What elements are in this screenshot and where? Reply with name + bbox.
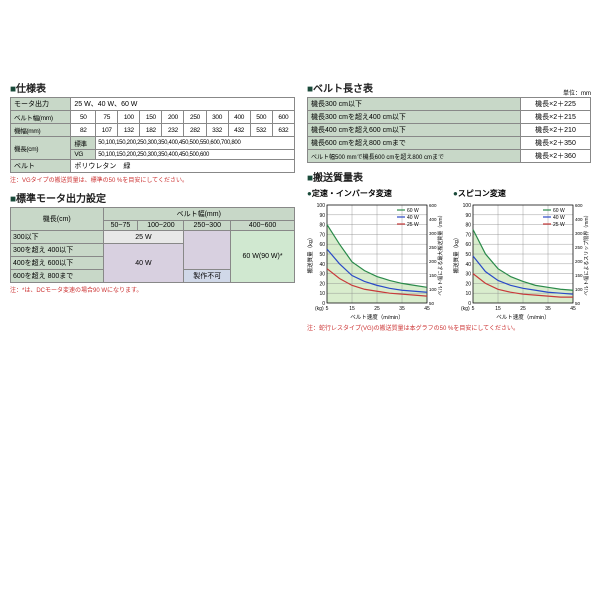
beltlen-table: 機長300 cm以下機長×2＋225 機長300 cmを超え400 cm以下機長… [307, 97, 591, 163]
svg-text:100: 100 [463, 203, 472, 209]
chart2-title: ●スピコン変速 [453, 188, 591, 199]
chart1-title: ●定速・インバータ変速 [307, 188, 445, 199]
svg-text:60 W: 60 W [553, 208, 565, 214]
svg-text:40: 40 [465, 262, 471, 268]
svg-text:搬送質量（kg）: 搬送質量（kg） [453, 235, 460, 274]
svg-text:(kg): (kg) [315, 306, 324, 312]
svg-text:35: 35 [545, 306, 551, 312]
svg-text:150: 150 [429, 273, 437, 278]
svg-text:20: 20 [319, 281, 325, 287]
svg-text:100: 100 [429, 287, 437, 292]
svg-text:50: 50 [575, 301, 581, 306]
svg-text:10: 10 [465, 291, 471, 297]
spec-table: モータ出力25 W、40 W、60 W ベルト幅(mm) 50751001502… [10, 97, 295, 173]
svg-text:400: 400 [429, 217, 437, 222]
svg-text:60: 60 [319, 242, 325, 248]
mass-chart-1: 010203040506070809010051525354560 W40 W2… [307, 201, 445, 321]
svg-text:10: 10 [319, 291, 325, 297]
spec-title: ■仕様表 [10, 80, 295, 95]
svg-text:15: 15 [349, 306, 355, 312]
svg-text:250: 250 [575, 245, 583, 250]
svg-text:90: 90 [465, 213, 471, 219]
svg-text:25: 25 [374, 306, 380, 312]
svg-text:200: 200 [575, 259, 583, 264]
svg-text:80: 80 [319, 223, 325, 229]
svg-text:搬送質量（kg）: 搬送質量（kg） [307, 235, 314, 274]
svg-text:40: 40 [319, 262, 325, 268]
svg-text:400: 400 [575, 217, 583, 222]
svg-text:70: 70 [465, 232, 471, 238]
mass-note: 注：蛇行レスタイプ(VG)の搬送質量は本グラフの50 %を目安にしてください。 [307, 323, 591, 332]
svg-text:200: 200 [429, 259, 437, 264]
svg-text:100: 100 [575, 287, 583, 292]
svg-text:5: 5 [326, 306, 329, 312]
svg-text:15: 15 [495, 306, 501, 312]
svg-text:ベルト幅によるスリップ限界（mm）: ベルト幅によるスリップ限界（mm） [583, 212, 590, 295]
mass-title: ■搬送質量表 [307, 169, 591, 184]
svg-text:ベルト速度（m/min）: ベルト速度（m/min） [496, 313, 549, 321]
svg-text:40 W: 40 W [407, 215, 419, 221]
svg-text:50: 50 [429, 301, 435, 306]
motor-title: ■標準モータ出力設定 [10, 190, 295, 205]
svg-text:35: 35 [399, 306, 405, 312]
svg-text:60: 60 [465, 242, 471, 248]
svg-text:ベルト速度（m/min）: ベルト速度（m/min） [350, 313, 403, 321]
motor-table: 機長(cm)ベルト幅(mm) 50~75100~200250~300400~60… [10, 207, 295, 283]
svg-text:90: 90 [319, 213, 325, 219]
svg-text:30: 30 [465, 272, 471, 278]
svg-text:50: 50 [319, 252, 325, 258]
svg-text:60 W: 60 W [407, 208, 419, 214]
mass-chart-2: 010203040506070809010051525354560 W40 W2… [453, 201, 591, 321]
svg-text:20: 20 [465, 281, 471, 287]
svg-text:(kg): (kg) [461, 306, 470, 312]
svg-text:25: 25 [520, 306, 526, 312]
svg-text:250: 250 [429, 245, 437, 250]
svg-text:ベルト幅による最大搬送質量（mm）: ベルト幅による最大搬送質量（mm） [437, 212, 444, 295]
svg-text:5: 5 [472, 306, 475, 312]
svg-text:50: 50 [465, 252, 471, 258]
svg-text:25 W: 25 W [407, 222, 419, 228]
beltlen-title: ■ベルト長さ表 [307, 80, 373, 95]
svg-text:40 W: 40 W [553, 215, 565, 221]
svg-text:600: 600 [575, 203, 583, 208]
svg-text:100: 100 [317, 203, 326, 209]
svg-text:150: 150 [575, 273, 583, 278]
spec-note: 注：VGタイプの搬送質量は、標準の50 %を目安にしてください。 [10, 175, 295, 184]
svg-text:45: 45 [570, 306, 576, 312]
svg-text:300: 300 [575, 231, 583, 236]
svg-text:30: 30 [319, 272, 325, 278]
svg-text:45: 45 [424, 306, 430, 312]
svg-text:80: 80 [465, 223, 471, 229]
svg-text:25 W: 25 W [553, 222, 565, 228]
svg-text:300: 300 [429, 231, 437, 236]
motor-note: 注：*は、DCモータ変速の場合90 Wになります。 [10, 285, 295, 294]
svg-text:600: 600 [429, 203, 437, 208]
svg-text:70: 70 [319, 232, 325, 238]
